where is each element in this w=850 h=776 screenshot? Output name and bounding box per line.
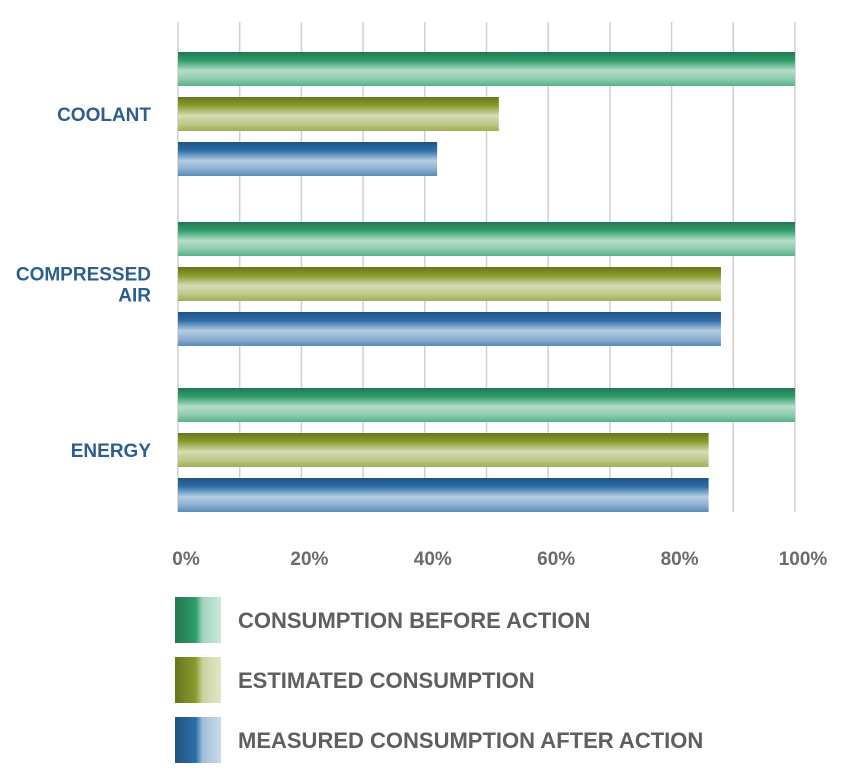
category-label: ENERGY bbox=[71, 441, 152, 462]
bar bbox=[178, 433, 709, 467]
bar bbox=[178, 52, 795, 86]
legend-label: CONSUMPTION BEFORE ACTION bbox=[238, 608, 590, 633]
legend-label: ESTIMATED CONSUMPTION bbox=[238, 668, 535, 693]
bar bbox=[178, 142, 438, 176]
legend: CONSUMPTION BEFORE ACTION ESTIMATED CONSU… bbox=[175, 597, 703, 763]
bars bbox=[178, 52, 795, 512]
bar bbox=[178, 388, 795, 422]
x-tick-label: 0% bbox=[172, 549, 200, 570]
x-tick-label: 40% bbox=[414, 549, 452, 570]
bar bbox=[178, 312, 721, 346]
category-label: COMPRESSED bbox=[16, 265, 151, 286]
legend-label: MEASURED CONSUMPTION AFTER ACTION bbox=[238, 728, 703, 753]
category-label: AIR bbox=[118, 286, 151, 307]
x-tick-labels: 0% 20% 40% 60% 80% 100% bbox=[172, 549, 827, 570]
legend-swatch bbox=[175, 597, 221, 643]
x-tick-label: 20% bbox=[290, 549, 328, 570]
x-tick-label: 60% bbox=[537, 549, 575, 570]
bar bbox=[178, 97, 499, 131]
bar bbox=[178, 267, 721, 301]
bar bbox=[178, 222, 795, 256]
legend-swatch bbox=[175, 717, 221, 763]
bar bbox=[178, 478, 709, 512]
x-tick-label: 100% bbox=[779, 549, 828, 570]
x-tick-label: 80% bbox=[661, 549, 699, 570]
legend-swatch bbox=[175, 657, 221, 703]
category-label: COOLANT bbox=[57, 105, 151, 126]
